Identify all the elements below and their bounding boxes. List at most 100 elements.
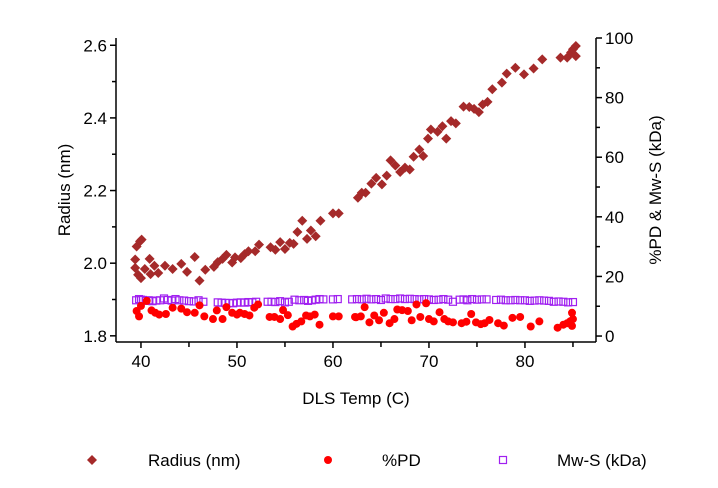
mw-s-kda-point <box>319 295 328 304</box>
radius-nm-point <box>458 101 469 112</box>
pd-point <box>334 312 343 321</box>
radius-nm-point <box>297 215 308 226</box>
y2-tick-label: 80 <box>605 89 624 108</box>
mw-s-kda-point <box>352 294 362 304</box>
mw-s-kda-point <box>530 296 539 305</box>
pd-point <box>535 317 544 326</box>
pd-point <box>516 312 525 321</box>
pd-point <box>195 301 204 310</box>
mw-s-kda-point <box>549 297 558 306</box>
mw-s-kda-point <box>448 297 458 306</box>
pd-point <box>462 317 471 326</box>
y2-tick-label: 100 <box>605 29 633 48</box>
radius-nm-point <box>390 160 401 171</box>
radius-nm-point <box>315 215 326 226</box>
radius-nm-point <box>230 252 241 263</box>
radius-nm-point <box>376 179 387 190</box>
radius-nm-point <box>473 107 484 118</box>
mw-s-kda-point <box>564 298 573 307</box>
radius-nm-point <box>288 238 299 249</box>
radius-nm-point <box>279 244 290 255</box>
radius-nm-point <box>432 126 443 137</box>
pd-point <box>526 322 535 331</box>
mw-s-kda-point <box>468 294 477 304</box>
pd-point <box>155 310 164 319</box>
mw-s-kda-point <box>554 297 563 306</box>
radius-nm-point <box>235 253 246 264</box>
radius-nm-point <box>176 258 187 269</box>
pd-point <box>245 311 254 320</box>
radius-nm-point <box>153 267 164 278</box>
radius-nm-point <box>441 133 452 144</box>
pd-point <box>283 311 292 320</box>
legend-label-radius-nm: Radius (nm) <box>148 451 241 470</box>
pd-point <box>276 315 285 324</box>
mw-s-kda-point <box>357 295 366 304</box>
radius-nm-point <box>414 144 425 155</box>
pd-point <box>407 316 416 325</box>
pd-point <box>508 313 517 322</box>
mw-s-kda-point <box>540 296 549 305</box>
mw-s-kda-point <box>544 296 554 305</box>
mw-s-kda-point <box>381 294 390 303</box>
radius-nm-point <box>437 121 448 132</box>
x-tick-label: 50 <box>227 352 246 371</box>
mw-s-kda-point <box>405 294 414 303</box>
mw-s-kda-point <box>482 295 491 304</box>
mw-s-kda-point <box>333 294 342 304</box>
radius-nm-point <box>144 253 155 264</box>
pd-point <box>168 303 177 312</box>
radius-nm-point <box>145 269 156 280</box>
radius-nm-point <box>537 54 548 65</box>
pd-point <box>416 312 425 321</box>
pd-point <box>412 300 421 309</box>
mw-s-kda-point <box>477 295 486 304</box>
mw-s-kda-point <box>348 295 357 304</box>
mw-s-kda-point <box>271 297 280 307</box>
y2-axis-title: %PD & Mw-S (kDa) <box>646 115 665 264</box>
mw-s-kda-point <box>492 295 501 305</box>
mw-s-kda-point <box>391 294 400 304</box>
radius-nm-point <box>159 260 170 271</box>
radius-nm-point <box>200 264 211 275</box>
mw-s-kda-point <box>276 297 285 306</box>
pd-point <box>379 308 388 317</box>
x-tick-label: 40 <box>131 352 150 371</box>
mw-s-kda-point <box>463 296 472 305</box>
pd-point <box>328 312 337 321</box>
mw-s-kda-point <box>284 297 293 306</box>
legend-label-mw-s-kda: Mw-S (kDa) <box>557 451 647 470</box>
radius-nm-point <box>310 231 321 242</box>
mw-s-kda-point <box>376 295 386 305</box>
mw-s-kda-point <box>396 294 405 303</box>
radius-nm-point <box>250 246 261 257</box>
y-tick-label: 2.4 <box>83 109 107 128</box>
legend-marker-pd <box>324 456 332 464</box>
pd-point <box>375 316 384 325</box>
pd-point <box>568 321 576 330</box>
radius-nm-point <box>418 151 429 162</box>
mw-s-kda-point <box>535 296 544 305</box>
pd-point <box>136 301 145 310</box>
mw-s-kda-point <box>429 295 438 305</box>
pd-point <box>403 307 412 316</box>
pd-point <box>448 318 457 327</box>
radius-nm-point <box>217 253 228 264</box>
radius-nm-point <box>139 263 150 274</box>
mw-s-kda-point <box>506 296 515 305</box>
mw-s-kda-point <box>568 297 578 307</box>
y2-tick-label: 0 <box>605 327 614 346</box>
radius-nm-point <box>189 252 200 263</box>
mw-s-kda-point <box>496 295 506 304</box>
pd-point <box>279 306 288 315</box>
legend-label-pd: %PD <box>382 451 421 470</box>
radius-nm-point <box>243 246 254 257</box>
pd-point <box>467 309 476 318</box>
radius-nm-point <box>555 52 566 63</box>
data-marks <box>130 40 581 332</box>
radius-nm-point <box>371 172 382 183</box>
mw-s-kda-point <box>511 295 520 305</box>
radius-nm-point <box>182 266 193 277</box>
axes: 40 50 60 70 80 1.8 2.0 2.2 2.4 2.6 0 20 40 60 80 100 <box>83 29 633 371</box>
